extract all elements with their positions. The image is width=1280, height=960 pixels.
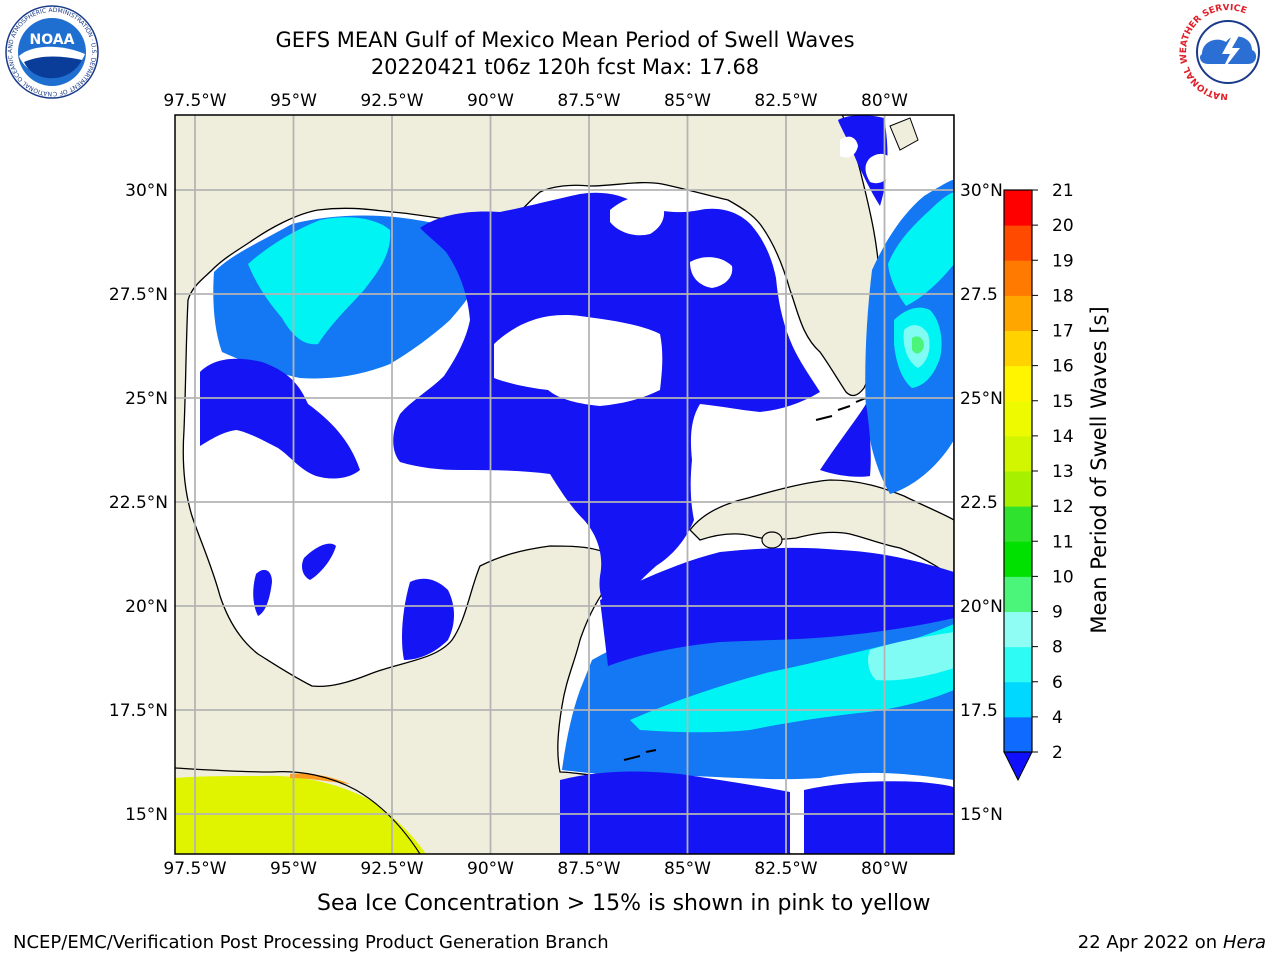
lon-tick-label: 97.5°W: [163, 859, 226, 879]
colorbar-tick-label: 19: [1052, 251, 1074, 271]
colorbar-tick-label: 21: [1052, 181, 1074, 201]
colorbar-tick-label: 15: [1052, 392, 1074, 412]
lat-tick-label: 17.5°N: [109, 701, 168, 721]
colorbar-tick-label: 6: [1052, 673, 1063, 693]
colorbar-bin: [1004, 190, 1032, 226]
central-america-coast: [175, 767, 421, 854]
colorbar-tick-label: 18: [1052, 286, 1074, 306]
colorbar-tick-label: 11: [1052, 532, 1074, 552]
lon-tick-label: 90°W: [467, 91, 514, 111]
lon-tick-label: 80°W: [861, 91, 908, 111]
bahamas-land: [889, 117, 919, 151]
credit-line: NCEP/EMC/Verification Post Processing Pr…: [13, 932, 609, 953]
sea-ice-caption: Sea Ice Concentration > 15% is shown in …: [317, 891, 931, 916]
colorbar-tick-label: 10: [1052, 567, 1074, 587]
colorbar-bin: [1004, 400, 1032, 437]
colorbar-extend-arrow: [1003, 751, 1033, 782]
lon-tick-label: 95°W: [270, 91, 317, 111]
lat-tick-label: 15°N: [960, 805, 1003, 825]
nws-logo: NATIONAL WEATHER SERVICE: [1179, 4, 1274, 100]
colorbar-bin: [1004, 506, 1032, 542]
colorbar-bin: [1004, 330, 1032, 367]
lat-tick-label: 30°N: [125, 181, 168, 201]
colorbar-bin: [1004, 646, 1032, 683]
chart-subtitle: 20220421 t06z 120h fcst Max: 17.68: [370, 55, 760, 79]
colorbar-tick-label: 9: [1052, 603, 1063, 623]
colorbar-bin: [1004, 541, 1032, 577]
colorbar-bin: [1004, 260, 1032, 296]
run-date: 22 Apr 2022 on: [1077, 932, 1218, 953]
colorbar-tick-label: 2: [1052, 743, 1063, 763]
host-name: Hera: [1222, 932, 1266, 953]
lat-tick-label: 25°N: [960, 389, 1003, 409]
lat-tick-label: 30°N: [960, 181, 1003, 201]
colorbar-bin: [1004, 716, 1032, 753]
lat-tick-label: 22.5°N: [109, 493, 168, 513]
map-gridlines: [175, 115, 954, 854]
map-area: [175, 115, 954, 854]
lon-tick-label: 80°W: [861, 859, 908, 879]
lon-tick-label: 90°W: [467, 859, 514, 879]
lat-tick-label: 27.5: [960, 285, 998, 305]
lat-tick-label: 20°N: [125, 597, 168, 617]
lon-tick-label: 82.5°W: [754, 859, 817, 879]
colorbar-bin: [1004, 435, 1032, 472]
colorbar-bin: [1004, 471, 1032, 507]
lon-tick-label: 87.5°W: [557, 91, 620, 111]
caribbean-cays: [623, 749, 657, 761]
lat-tick-label: 20°N: [960, 597, 1003, 617]
lon-tick-label: 82.5°W: [754, 91, 817, 111]
lon-tick-label: 92.5°W: [360, 859, 423, 879]
colorbar-tick-label: 4: [1052, 708, 1063, 728]
lon-tick-label: 85°W: [664, 91, 711, 111]
colorbar-label: Mean Period of Swell Waves [s]: [1087, 306, 1111, 633]
lat-tick-label: 15°N: [125, 805, 168, 825]
colorbar-bin: [1004, 681, 1032, 718]
lat-tick-label: 27.5°N: [109, 285, 168, 305]
colorbar-tick-label: 8: [1052, 638, 1063, 658]
colorbar-tick-label: 14: [1052, 427, 1074, 447]
lon-tick-label: 87.5°W: [557, 859, 620, 879]
lon-tick-label: 92.5°W: [360, 91, 423, 111]
swell-field-below-2s: [200, 115, 954, 854]
colorbar: 2 4 6 8 9 10 11 12 13 14 15 16 17 18 19 20 21: [1003, 181, 1074, 782]
map-frame: [174, 114, 955, 855]
swell-field-low-holes: [216, 136, 910, 464]
date-line: 22 Apr 2022 on Hera: [1078, 932, 1266, 953]
lon-tick-label: 95°W: [270, 859, 317, 879]
noaa-logo: NATIONAL OCEANIC AND ATMOSPHERIC ADMINIS…: [2, 4, 99, 99]
lat-tick-label: 25°N: [125, 389, 168, 409]
colorbar-bin: [1004, 365, 1032, 402]
isle-of-youth: [761, 531, 783, 549]
colorbar-tick-label: 16: [1052, 357, 1074, 377]
swell-field-9-10s: [912, 336, 924, 354]
colorbar-bin: [1004, 611, 1032, 648]
lon-ticks-top: 97.5°W 95°W 92.5°W 90°W 87.5°W 85°W 82.5°W 80°W: [163, 91, 908, 111]
svg-text:NOAA: NOAA: [30, 32, 75, 48]
colorbar-tick-label: 20: [1052, 216, 1074, 236]
lat-tick-label: 17.5: [960, 701, 998, 721]
colorbar-tick-label: 13: [1052, 462, 1074, 482]
colorbar-tick-label: 12: [1052, 497, 1074, 517]
lat-ticks-left: 30°N 27.5°N 25°N 22.5°N 20°N 17.5°N 15°N: [109, 181, 168, 825]
colorbar-bin: [1004, 576, 1032, 612]
lat-ticks-right: 30°N 27.5 25°N 22.5 20°N 17.5 15°N: [960, 181, 1003, 825]
lon-ticks-bottom: 97.5°W 95°W 92.5°W 90°W 87.5°W 85°W 82.5°W 80°W: [163, 859, 908, 879]
colorbar-tick-label: 17: [1052, 322, 1074, 342]
sea-ice-orange-edge: [290, 773, 350, 784]
lon-tick-label: 97.5°W: [163, 91, 226, 111]
lat-tick-label: 22.5: [960, 493, 998, 513]
colorbar-bin: [1004, 225, 1032, 261]
lon-tick-label: 85°W: [664, 859, 711, 879]
colorbar-bin: [1004, 295, 1032, 331]
chart-title: GEFS MEAN Gulf of Mexico Mean Period of …: [275, 28, 855, 52]
